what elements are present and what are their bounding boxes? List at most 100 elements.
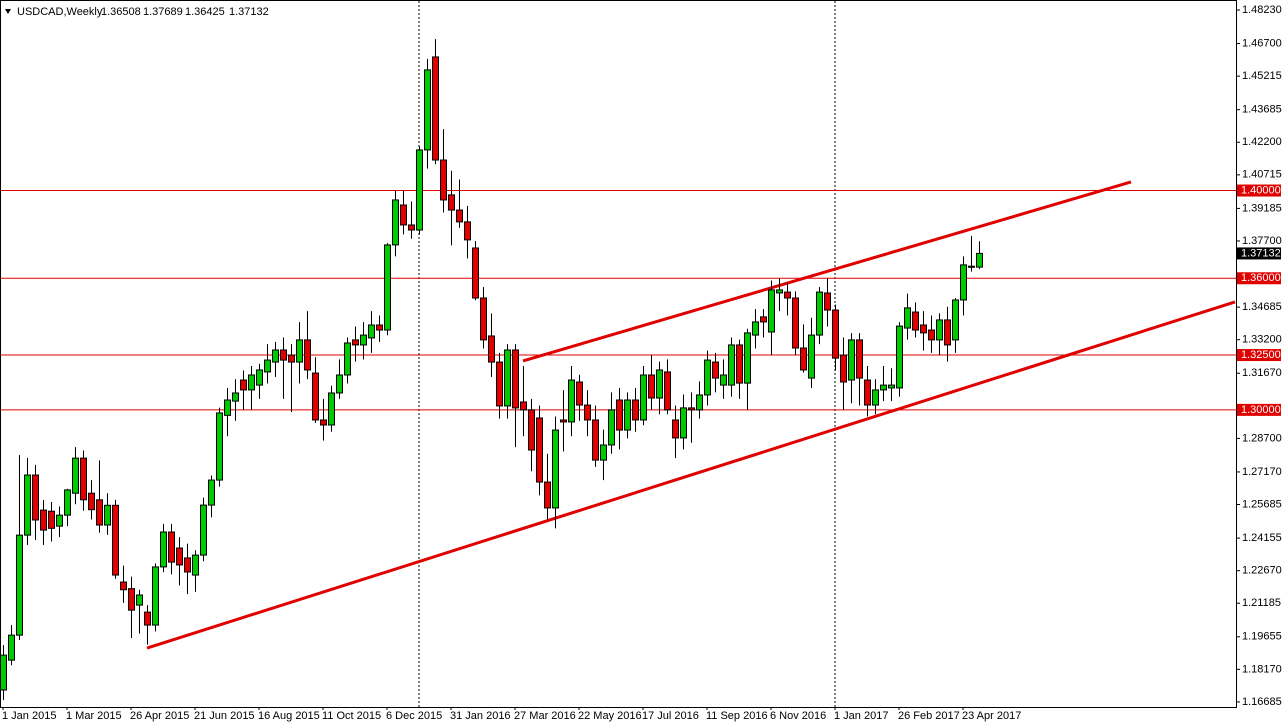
candle-body [968,265,975,268]
x-tick-label: 27 Mar 2016 [514,710,576,722]
candle-body [912,311,919,331]
x-tick-label: 1 Jan 2017 [834,710,888,722]
menu-arrow[interactable] [5,9,11,14]
candle-body [928,329,935,341]
candle-body [24,474,31,536]
candle-body [280,349,287,361]
header-open: 1.36508 [101,6,141,18]
candle-body [760,316,767,323]
candle-body [584,404,591,421]
candle-body [632,399,639,421]
level-label-box [1237,184,1281,197]
candle-body [624,399,631,431]
candle-body [296,339,303,363]
level-label-box [1237,272,1281,285]
candle-body [64,489,71,516]
y-tick-label: 1.21185 [1242,597,1281,609]
y-tick-label: 1.40715 [1242,169,1282,181]
x-tick-label: 26 Feb 2017 [898,710,960,722]
y-tick-label: 1.45215 [1242,70,1282,82]
candle-body [568,379,575,423]
x-tick-label: 1 Mar 2015 [66,710,122,722]
candle-body [168,531,175,563]
candle-body [744,332,751,384]
level-label-box [1237,349,1281,362]
candle-body [472,247,479,299]
y-tick-label: 1.34685 [1242,301,1282,313]
y-tick-label: 1.18170 [1242,663,1282,675]
candle-body [32,474,39,521]
candle-body [432,56,439,161]
candle-body [528,409,535,451]
candle-body [592,419,599,461]
candle-body [352,339,359,346]
candle-body [680,407,687,439]
candle-body [872,389,879,406]
x-tick-label: 21 Jun 2015 [194,710,255,722]
candle-body [8,634,15,661]
candle-body [1,654,7,691]
candle-body [520,401,527,411]
x-tick-label: 11 Oct 2015 [322,710,381,722]
x-tick-label: 1 Jan 2015 [2,710,56,722]
y-tick-label: 1.42200 [1242,136,1282,148]
candle-body [344,342,351,376]
candle-body [224,399,231,416]
candle-body [416,149,423,231]
candle-body [400,204,407,226]
candle-body [552,429,559,509]
candle-body [488,335,495,363]
candle-body [424,69,431,151]
candle-body [288,354,295,363]
candle-body [768,289,775,333]
candle-body [544,481,551,509]
candle-body [120,581,127,591]
y-tick-label: 1.24155 [1242,532,1282,544]
candle-body [272,349,279,363]
candle-body [576,381,583,406]
y-tick-label: 1.37700 [1242,235,1282,247]
candle-body [784,291,791,299]
candle-body [832,309,839,359]
candle-body [888,384,895,389]
candle-body [448,194,455,211]
x-tick-label: 23 Apr 2017 [962,710,1021,722]
x-tick-label: 17 Jul 2016 [642,710,699,722]
candle-body [960,264,967,301]
candle-body [696,394,703,411]
trendline [146,300,1236,650]
x-tick-label: 6 Dec 2015 [386,710,442,722]
y-tick-label: 1.25685 [1242,498,1282,510]
candle-body [136,594,143,606]
candle-body [800,347,807,371]
y-tick-label: 1.19655 [1242,631,1282,643]
candle-body [896,325,903,389]
header-low: 1.36425 [185,6,225,18]
candle-body [704,359,711,396]
candle-body [664,371,671,411]
candle-body [232,392,239,402]
candle-body [160,531,167,568]
y-tick-label: 1.31670 [1242,367,1282,379]
candle-body [640,374,647,421]
candle-body [504,349,511,407]
y-tick-label: 1.16685 [1242,696,1282,708]
candle-body [200,504,207,556]
candle-body [608,409,615,446]
candle-body [752,321,759,336]
x-tick-label: 26 Apr 2015 [130,710,189,722]
y-tick-label: 1.22670 [1242,565,1282,577]
candle-body [248,374,255,391]
x-tick-label: 31 Jan 2016 [450,710,511,722]
candle-body [176,547,183,566]
y-tick-label: 1.46700 [1242,37,1282,49]
candle-body [736,344,743,384]
candle-body [376,324,383,331]
plot-area [1,1,1236,707]
candle-body [328,392,335,426]
current-price-label: 1.37132 [1241,247,1281,259]
candle-body [728,344,735,386]
candle-body [512,349,519,409]
